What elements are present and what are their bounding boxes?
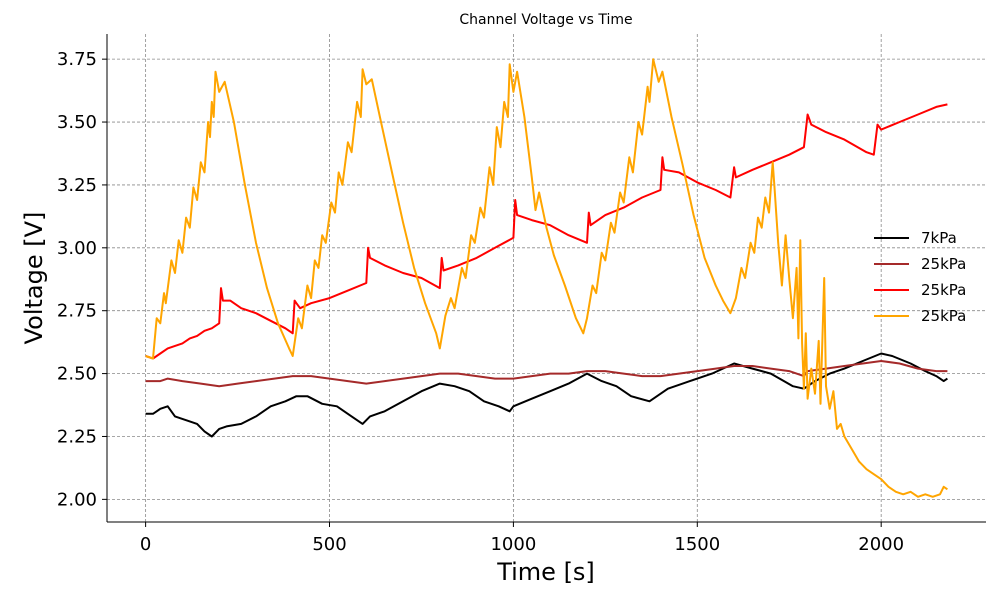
legend-label-1: 25kPa	[921, 255, 966, 273]
x-tick-label-4: 2000	[858, 534, 904, 555]
series-line-1	[145, 360, 948, 388]
series-line-3	[145, 58, 948, 498]
legend-label-3: 25kPa	[921, 307, 966, 325]
grid	[107, 34, 986, 522]
y-tick-label-6: 3.50	[57, 112, 97, 133]
y-axis-label: Voltage [V]	[20, 212, 48, 345]
x-tick-label-1: 500	[312, 534, 346, 555]
x-tick-label-3: 1500	[674, 534, 720, 555]
y-tick-label-1: 2.25	[57, 426, 97, 447]
x-axis-ticks: 0 500 1000 1500 2000	[140, 522, 904, 555]
chart-title: Channel Voltage vs Time	[459, 12, 632, 28]
y-axis-ticks: 2.00 2.25 2.50 2.75 3.00 3.25 3.50 3.75	[57, 49, 107, 510]
y-tick-label-0: 2.00	[57, 489, 97, 510]
y-tick-label-4: 3.00	[57, 238, 97, 259]
x-tick-label-2: 1000	[490, 534, 536, 555]
y-tick-label-2: 2.50	[57, 364, 97, 385]
axes	[106, 34, 986, 523]
x-axis-label: Time [s]	[496, 558, 595, 586]
x-tick-label-0: 0	[140, 534, 151, 555]
series-line-2	[145, 103, 948, 360]
legend-label-2: 25kPa	[921, 281, 966, 299]
legend-label-0: 7kPa	[921, 229, 957, 247]
y-tick-label-7: 3.75	[57, 49, 97, 70]
series-group	[145, 58, 948, 498]
legend: 7kPa 25kPa 25kPa 25kPa	[874, 229, 966, 325]
y-tick-label-3: 2.75	[57, 301, 97, 322]
y-tick-label-5: 3.25	[57, 175, 97, 196]
